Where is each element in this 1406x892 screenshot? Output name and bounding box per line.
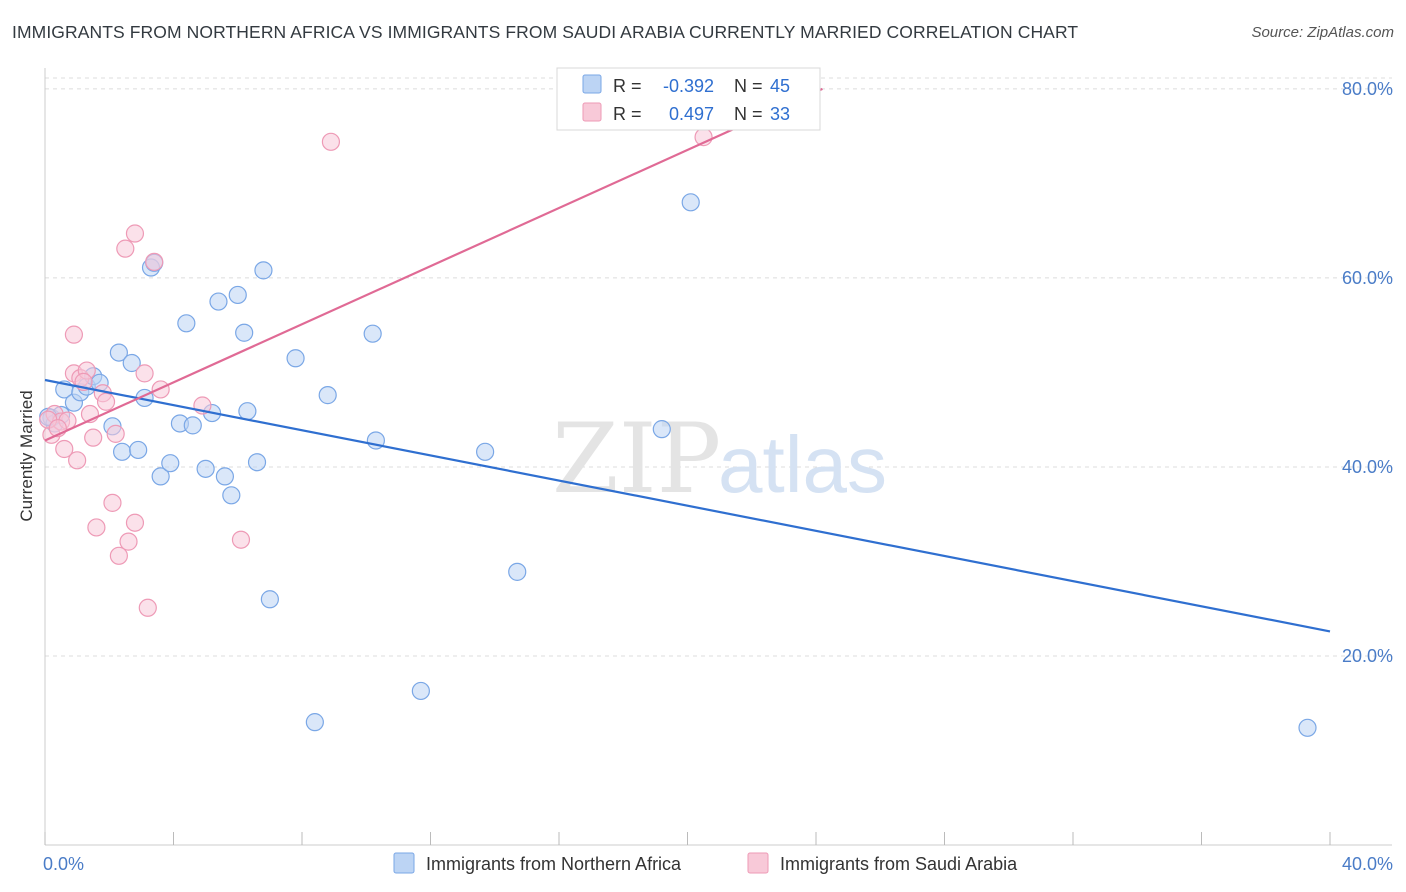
axes (44, 68, 1392, 846)
point-series0-33 (286, 349, 305, 368)
point-series0-27 (228, 285, 247, 305)
point-series0-29 (238, 402, 257, 421)
stats-r-label-1: R = (613, 104, 642, 124)
point-series1-27 (231, 530, 251, 549)
point-series0-12 (122, 353, 141, 373)
point-series0-25 (215, 467, 234, 486)
point-series1-20 (125, 224, 145, 243)
point-series1-14 (96, 392, 116, 411)
point-series0-18 (161, 454, 180, 473)
stats-box: R = -0.392 N = 45 R = 0.497 N = 33 (556, 67, 821, 131)
trend-line-series1 (44, 87, 823, 442)
point-series0-43 (1298, 718, 1317, 737)
stats-n-value-1: 33 (770, 104, 790, 124)
trend-line-series0 (44, 378, 1331, 633)
data-points (39, 128, 1317, 737)
stats-n-label-0: N = (734, 76, 763, 96)
point-series0-41 (652, 420, 671, 439)
legend-label-saudi-arabia: Immigrants from Saudi Arabia (780, 854, 1018, 874)
y-tick-label-20: 20.0% (1342, 646, 1393, 666)
point-series1-16 (106, 424, 125, 443)
point-series0-39 (476, 442, 495, 461)
point-series1-19 (119, 532, 138, 551)
stats-r-label-0: R = (613, 76, 642, 96)
point-series1-23 (138, 598, 157, 617)
watermark-atlas: atlas (718, 420, 887, 509)
point-series0-17 (151, 467, 170, 486)
point-series0-10 (109, 343, 128, 362)
point-series1-17 (109, 546, 128, 565)
legend: Immigrants from Northern Africa Immigran… (393, 852, 1018, 874)
x-tick-label-min: 0.0% (43, 854, 84, 874)
point-series0-35 (318, 386, 337, 405)
trend-lines (44, 87, 1331, 633)
point-series1-24 (145, 252, 164, 271)
x-tick-label-max: 40.0% (1342, 854, 1393, 874)
point-series0-21 (183, 416, 202, 435)
point-series0-40 (508, 562, 527, 581)
point-series1-11 (84, 428, 103, 447)
stats-n-label-1: N = (734, 104, 763, 124)
stats-swatch-northern-africa (582, 74, 602, 94)
point-series0-13 (129, 440, 148, 460)
point-series0-22 (196, 459, 215, 478)
point-series1-21 (125, 513, 145, 532)
point-series1-22 (135, 364, 154, 383)
point-series0-38 (411, 681, 430, 701)
point-series1-12 (87, 518, 106, 537)
y-tick-label-80: 80.0% (1342, 79, 1393, 99)
point-series0-24 (209, 292, 228, 311)
stats-r-value-0: -0.392 (663, 76, 714, 96)
point-series0-42 (681, 193, 700, 212)
source-label: Source: ZipAtlas.com (1251, 24, 1394, 41)
point-series0-34 (305, 713, 324, 732)
point-series0-30 (247, 453, 267, 472)
point-series1-18 (116, 239, 135, 258)
point-series1-7 (68, 451, 87, 470)
legend-label-northern-africa: Immigrants from Northern Africa (426, 854, 682, 874)
watermark-zip: ZIP (552, 403, 721, 515)
tick-labels: 20.0% 40.0% 60.0% 80.0% 0.0% 40.0% (43, 79, 1393, 874)
point-series0-36 (363, 324, 382, 343)
point-series0-32 (260, 590, 279, 609)
watermark: ZIP atlas (552, 403, 887, 515)
stats-n-value-0: 45 (770, 76, 790, 96)
stats-r-value-1: 0.497 (669, 104, 714, 124)
grid-lines (45, 77, 1392, 657)
point-series0-26 (222, 486, 241, 505)
point-series1-15 (103, 493, 122, 512)
legend-swatch-saudi-arabia (747, 852, 769, 874)
point-series1-3 (55, 439, 74, 459)
point-series0-20 (177, 314, 196, 333)
chart-title: IMMIGRANTS FROM NORTHERN AFRICA VS IMMIG… (12, 22, 1079, 42)
y-tick-label-40: 40.0% (1342, 457, 1393, 477)
point-series1-28 (321, 132, 341, 151)
y-tick-label-60: 60.0% (1342, 268, 1393, 288)
point-series0-31 (254, 261, 273, 280)
y-axis-title: Currently Married (17, 390, 36, 521)
point-series0-28 (235, 323, 254, 342)
point-series1-5 (64, 325, 84, 344)
legend-swatch-northern-africa (393, 852, 415, 874)
point-series1-25 (151, 380, 170, 399)
stats-swatch-saudi-arabia (582, 102, 602, 122)
point-series0-11 (112, 442, 132, 461)
